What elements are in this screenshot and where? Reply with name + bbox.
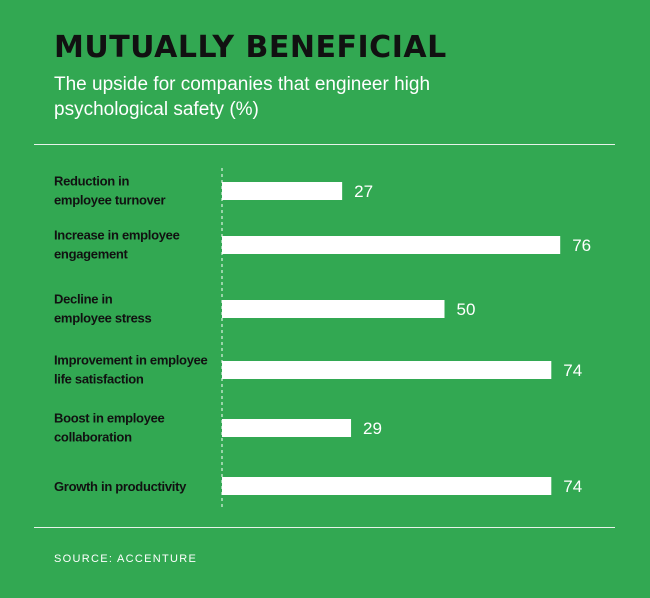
bar-1 [222, 236, 561, 254]
bar-5 [222, 477, 552, 495]
bar-2 [222, 300, 445, 318]
bottom-divider [34, 527, 615, 528]
data-label-1: 76 [572, 236, 591, 255]
category-label-4: Boost in employee collaboration [54, 411, 165, 445]
category-label-0: Reduction in employee turnover [54, 174, 165, 208]
bar-0 [222, 182, 343, 200]
top-divider [34, 144, 615, 145]
data-label-4: 29 [363, 419, 382, 438]
chart-subtitle: The upside for companies that engineer h… [54, 74, 431, 120]
chart-title: MUTUALLY BENEFICIAL [54, 30, 447, 65]
category-label-3: Improvement in employee life satisfaction [54, 353, 208, 387]
source-note: SOURCE: ACCENTURE [54, 553, 198, 565]
category-label-5: Growth in productivity [54, 479, 187, 494]
data-label-3: 74 [563, 361, 582, 380]
bar-4 [222, 419, 352, 437]
bar-3 [222, 361, 552, 379]
data-label-0: 27 [354, 182, 373, 201]
category-label-1: Increase in employee engagement [54, 228, 180, 262]
data-label-2: 50 [457, 300, 476, 319]
category-label-2: Decline in employee stress [54, 292, 151, 326]
data-label-5: 74 [563, 477, 582, 496]
